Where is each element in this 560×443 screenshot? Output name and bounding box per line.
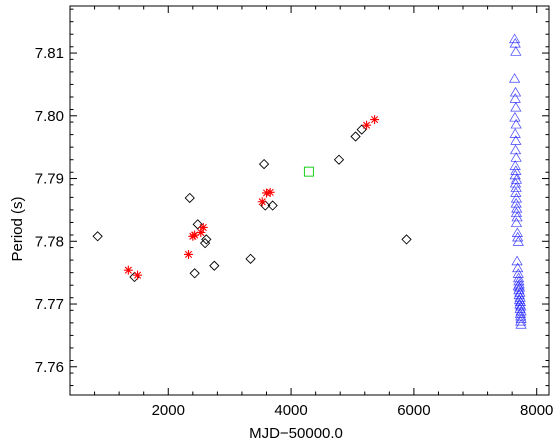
triangle-point [510, 135, 522, 145]
triangle-point [510, 46, 522, 56]
diamond-point [401, 234, 412, 245]
x-tick-label: 6000 [397, 402, 430, 419]
triangle-point [510, 182, 522, 192]
triangle-point [511, 255, 523, 266]
triangle-point [514, 292, 526, 302]
diamond-point [92, 231, 103, 242]
triangle-point [509, 144, 522, 155]
diamond-point [192, 219, 203, 230]
triangle-point [513, 284, 525, 295]
triangle-point [509, 160, 521, 170]
diamond-point [333, 154, 345, 165]
diamond-point [356, 124, 367, 135]
triangle-point [510, 165, 522, 175]
triangle-point [510, 101, 522, 112]
square-point [303, 166, 314, 177]
triangle-point [510, 192, 523, 203]
triangle-point [515, 315, 527, 326]
y-tick-label: 7.80 [35, 108, 64, 125]
square-series [303, 166, 314, 177]
triangle-point [508, 33, 521, 44]
triangle-point [511, 227, 523, 237]
asterisk-point [262, 188, 272, 198]
axis-ticks: 2000 4000 6000 8000 7.76 7.77 7.78 7.79 7.80 7.81 [35, 6, 553, 419]
asterisk-series [123, 115, 380, 280]
plot-frame [69, 5, 550, 396]
asterisk-point [133, 270, 143, 280]
y-tick-label: 7.77 [35, 296, 64, 313]
triangle-point [515, 313, 527, 323]
data-markers [92, 33, 527, 329]
x-tick-label: 4000 [274, 402, 307, 419]
asterisk-point [265, 187, 275, 197]
asterisk-point [198, 222, 208, 232]
triangle-point [509, 86, 522, 97]
diamond-point [184, 192, 195, 204]
triangle-point [509, 177, 522, 188]
triangle-point [509, 37, 521, 48]
triangle-point [514, 296, 527, 306]
y-tick-label: 7.76 [35, 359, 64, 376]
asterisk-point [370, 115, 380, 125]
diamond-point [201, 234, 212, 245]
triangle-point [510, 207, 523, 217]
triangle-point [510, 118, 522, 129]
triangle-point [510, 152, 522, 162]
diamond-series [92, 124, 412, 283]
triangle-point [511, 211, 523, 222]
diamond-point [350, 131, 361, 142]
asterisk-point [257, 197, 267, 207]
diamond-point [245, 253, 256, 264]
triangle-series [508, 33, 527, 329]
triangle-point [512, 231, 524, 242]
triangle-point [509, 93, 521, 103]
triangle-point [508, 73, 521, 83]
y-tick-label: 7.79 [35, 171, 64, 188]
y-axis-label: Period (s) [9, 196, 26, 261]
diamond-point [189, 268, 200, 279]
triangle-point [510, 217, 523, 227]
y-tick-label: 7.81 [35, 45, 64, 62]
triangle-point [510, 187, 522, 197]
x-axis-label: MJD−50000.0 [249, 425, 343, 442]
triangle-point [515, 305, 527, 316]
triangle-point [515, 319, 527, 329]
asterisk-point [362, 120, 372, 130]
triangle-point [509, 128, 521, 138]
triangle-point [512, 262, 524, 273]
diamond-point [209, 260, 220, 271]
asterisk-point [123, 265, 133, 275]
x-tick-label: 2000 [152, 402, 185, 419]
asterisk-point [184, 249, 194, 259]
triangle-point [511, 202, 523, 213]
diamond-point [258, 158, 270, 170]
triangle-point [512, 236, 524, 246]
triangle-point [509, 111, 521, 122]
x-tick-label: 8000 [520, 402, 553, 419]
triangle-point [510, 197, 522, 208]
y-tick-label: 7.78 [35, 233, 64, 250]
diamond-point [267, 200, 278, 211]
asterisk-point [190, 230, 200, 240]
plot-border [69, 5, 550, 396]
asterisk-point [196, 227, 206, 237]
